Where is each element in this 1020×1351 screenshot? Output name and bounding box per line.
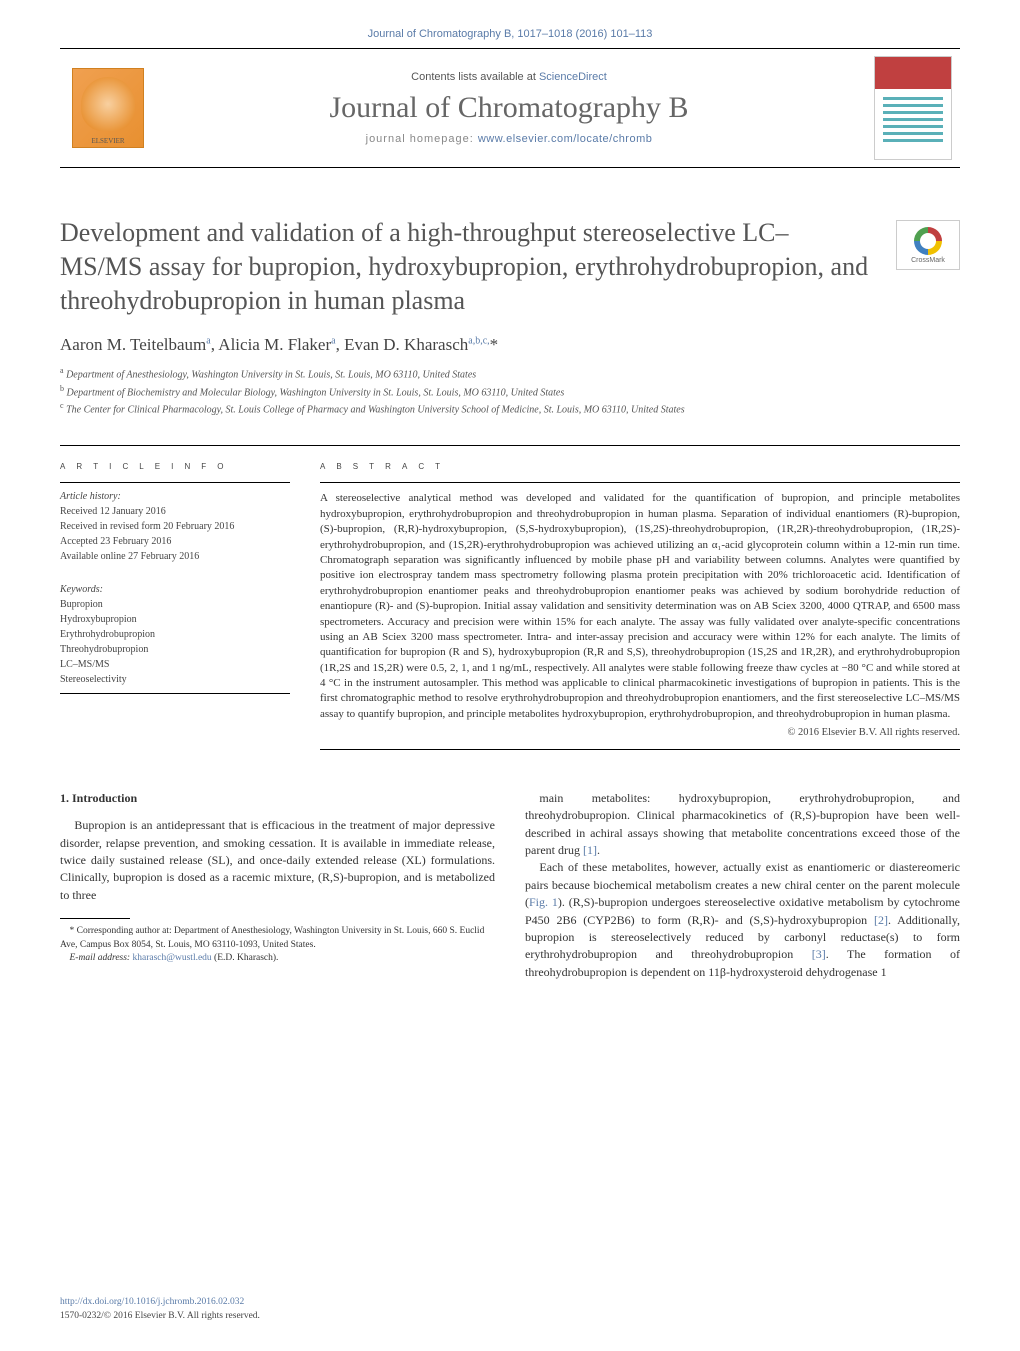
- abstract-text: A stereoselective analytical method was …: [320, 482, 960, 750]
- footnote-email-post: (E.D. Kharasch).: [212, 953, 279, 963]
- keyword: LC–MS/MS: [60, 657, 290, 672]
- keywords-label: Keywords:: [60, 582, 290, 597]
- section-heading-intro: 1. Introduction: [60, 790, 495, 807]
- article-title: Development and validation of a high-thr…: [60, 216, 960, 317]
- keywords-block: Keywords: Bupropion Hydroxybupropion Ery…: [60, 582, 290, 694]
- intro-paragraph-1: Bupropion is an antidepressant that is e…: [60, 817, 495, 904]
- journal-name: Journal of Chromatography B: [144, 91, 874, 125]
- crossmark-label: CrossMark: [911, 257, 945, 264]
- header-center: Contents lists available at ScienceDirec…: [144, 71, 874, 145]
- affiliation-b: b Department of Biochemistry and Molecul…: [60, 383, 960, 400]
- homepage-url[interactable]: www.elsevier.com/locate/chromb: [478, 133, 653, 145]
- abstract-copyright: © 2016 Elsevier B.V. All rights reserved…: [320, 726, 960, 741]
- info-abstract-row: a r t i c l e i n f o Article history: R…: [60, 445, 960, 750]
- affiliation-c: c The Center for Clinical Pharmacology, …: [60, 400, 960, 417]
- contents-available-line: Contents lists available at ScienceDirec…: [144, 71, 874, 83]
- abstract-heading: a b s t r a c t: [320, 460, 960, 472]
- keyword: Threohydrobupropion: [60, 642, 290, 657]
- keyword: Erythrohydrobupropion: [60, 627, 290, 642]
- header-citation: Journal of Chromatography B, 1017–1018 (…: [0, 0, 1020, 48]
- body-two-column: 1. Introduction Bupropion is an antidepr…: [60, 790, 960, 981]
- abstract-column: a b s t r a c t A stereoselective analyt…: [320, 446, 960, 750]
- journal-header-bar: ELSEVIER Contents lists available at Sci…: [60, 48, 960, 168]
- history-received: Received 12 January 2016: [60, 504, 290, 519]
- article-info-column: a r t i c l e i n f o Article history: R…: [60, 446, 290, 750]
- doi-link[interactable]: http://dx.doi.org/10.1016/j.jchromb.2016…: [60, 1296, 260, 1309]
- citation-ref[interactable]: [3]: [812, 947, 826, 961]
- keyword: Stereoselectivity: [60, 672, 290, 687]
- article-info-heading: a r t i c l e i n f o: [60, 460, 290, 472]
- affiliation-a: a Department of Anesthesiology, Washingt…: [60, 365, 960, 382]
- journal-homepage-line: journal homepage: www.elsevier.com/locat…: [144, 133, 874, 145]
- keyword: Bupropion: [60, 597, 290, 612]
- history-revised: Received in revised form 20 February 201…: [60, 519, 290, 534]
- figure-ref[interactable]: Fig. 1: [529, 895, 558, 909]
- citation-ref[interactable]: [1]: [583, 843, 597, 857]
- author-list: Aaron M. Teitelbauma, Alicia M. Flakera,…: [60, 335, 960, 355]
- homepage-pre: journal homepage:: [366, 133, 478, 145]
- intro-paragraph-2: main metabolites: hydroxybupropion, eryt…: [525, 790, 960, 860]
- page-footer: http://dx.doi.org/10.1016/j.jchromb.2016…: [60, 1296, 260, 1323]
- body-col-right: main metabolites: hydroxybupropion, eryt…: [525, 790, 960, 981]
- footnote-email-label: E-mail address:: [70, 953, 133, 963]
- affiliations: a Department of Anesthesiology, Washingt…: [60, 365, 960, 417]
- crossmark-icon: [914, 227, 942, 255]
- contents-pre: Contents lists available at: [411, 71, 539, 83]
- citation-ref[interactable]: [2]: [874, 913, 888, 927]
- article-header: CrossMark Development and validation of …: [60, 216, 960, 417]
- footnote-email-link[interactable]: kharasch@wustl.edu: [132, 953, 211, 963]
- footnote-separator: [60, 918, 130, 919]
- article-history: Article history: Received 12 January 201…: [60, 482, 290, 564]
- footnote-email-line: E-mail address: kharasch@wustl.edu (E.D.…: [60, 952, 495, 965]
- corresponding-author-footnote: * Corresponding author at: Department of…: [60, 925, 495, 965]
- history-label: Article history:: [60, 489, 290, 504]
- footnote-corr: * Corresponding author at: Department of…: [60, 925, 495, 952]
- crossmark-badge[interactable]: CrossMark: [896, 220, 960, 270]
- intro-paragraph-3: Each of these metabolites, however, actu…: [525, 859, 960, 981]
- sciencedirect-link[interactable]: ScienceDirect: [539, 71, 607, 83]
- history-accepted: Accepted 23 February 2016: [60, 534, 290, 549]
- keyword: Hydroxybupropion: [60, 612, 290, 627]
- elsevier-logo: ELSEVIER: [72, 68, 144, 148]
- elsevier-logo-label: ELSEVIER: [91, 137, 124, 145]
- issn-copyright: 1570-0232/© 2016 Elsevier B.V. All right…: [60, 1310, 260, 1323]
- body-col-left: 1. Introduction Bupropion is an antidepr…: [60, 790, 495, 981]
- journal-cover-thumbnail: [874, 56, 952, 160]
- history-online: Available online 27 February 2016: [60, 549, 290, 564]
